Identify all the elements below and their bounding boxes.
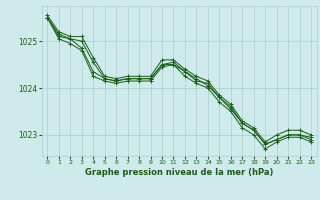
X-axis label: Graphe pression niveau de la mer (hPa): Graphe pression niveau de la mer (hPa) <box>85 168 273 177</box>
